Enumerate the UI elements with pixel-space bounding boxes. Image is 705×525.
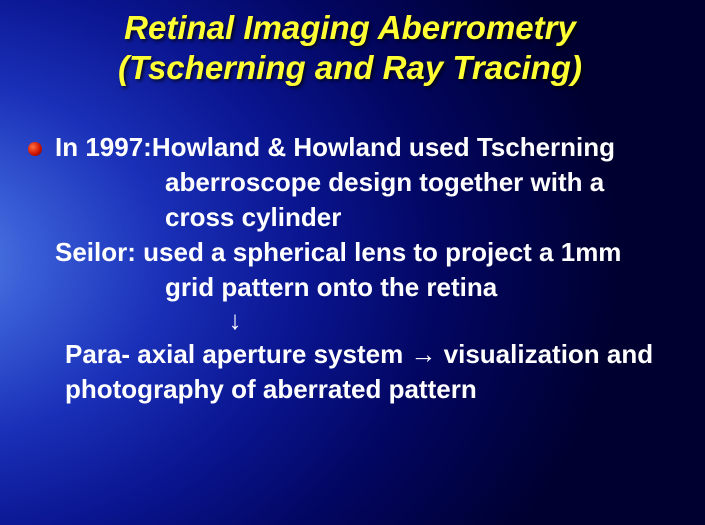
bullet-icon (28, 142, 42, 156)
line1-rest: Howland & Howland used Tscherning (152, 132, 615, 162)
arrow-down-icon: ↓ (55, 305, 415, 336)
slide: Retinal Imaging Aberrometry (Tscherning … (0, 0, 705, 525)
body-line-5: grid pattern onto the retina (55, 270, 655, 305)
body-line-2: aberroscope design together with a (55, 165, 655, 200)
year-prefix: In 1997: (55, 132, 152, 162)
body-para: Para- axial aperture system → visualizat… (55, 337, 655, 407)
seilor-prefix: Seilor: (55, 237, 136, 267)
body-line-1: In 1997:Howland & Howland used Tschernin… (55, 130, 655, 165)
slide-title: Retinal Imaging Aberrometry (Tscherning … (70, 8, 630, 87)
slide-body: In 1997:Howland & Howland used Tschernin… (55, 130, 655, 407)
para-pre: Para- axial aperture system (65, 339, 410, 369)
arrow-right-icon: → (410, 339, 436, 369)
body-line-3: cross cylinder (55, 200, 655, 235)
line4-rest: used a spherical lens to project a 1mm (136, 237, 622, 267)
body-line-4: Seilor: used a spherical lens to project… (55, 235, 655, 270)
